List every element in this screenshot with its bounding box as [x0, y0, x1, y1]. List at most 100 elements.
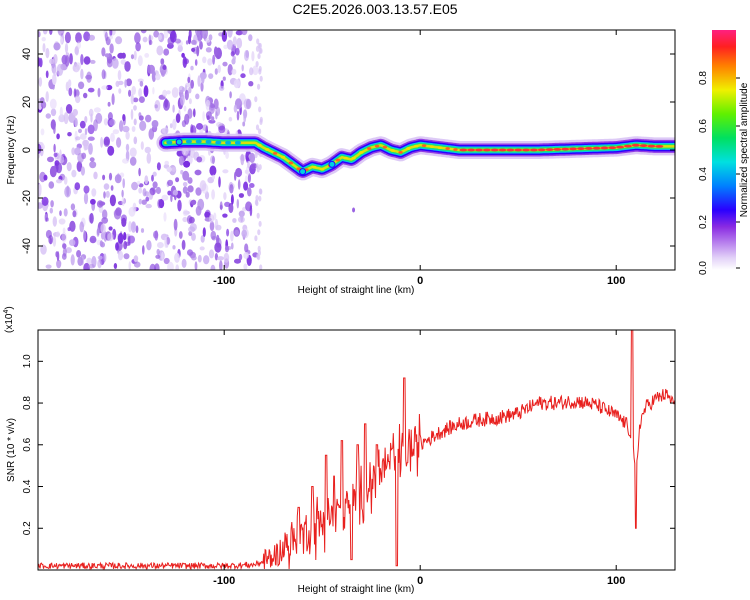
- noise-speckle: [79, 221, 84, 233]
- ridge-peak-blob: [514, 148, 523, 152]
- noise-speckle: [172, 245, 176, 250]
- noise-speckle: [78, 128, 82, 134]
- noise-speckle: [218, 125, 226, 134]
- noise-speckle: [191, 47, 196, 53]
- noise-speckle: [153, 30, 160, 38]
- noise-speckle: [59, 106, 63, 118]
- noise-speckle: [104, 31, 108, 42]
- noise-speckle: [76, 250, 82, 258]
- noise-speckle: [83, 192, 89, 205]
- noise-speckle: [111, 93, 115, 106]
- noise-speckle: [183, 105, 187, 112]
- noise-speckle: [122, 125, 130, 133]
- ridge-peak-blob: [584, 147, 593, 150]
- noise-speckle: [53, 54, 58, 65]
- noise-speckle: [38, 57, 41, 67]
- noise-speckle: [99, 240, 103, 247]
- ridge-peak-blob: [351, 156, 356, 160]
- noise-speckle: [236, 37, 243, 49]
- noise-speckle: [187, 108, 193, 119]
- y-tick-label: -20: [21, 190, 33, 206]
- noise-speckle: [72, 63, 80, 73]
- noise-speckle: [110, 132, 115, 142]
- noise-speckle: [45, 217, 49, 222]
- noise-speckle: [258, 42, 262, 49]
- y-tick-label: 0.2: [22, 521, 33, 535]
- noise-speckle: [49, 165, 57, 178]
- noise-speckle: [133, 261, 141, 268]
- noise-speckle: [223, 252, 230, 263]
- noise-speckle: [258, 68, 262, 75]
- noise-speckle: [101, 85, 108, 90]
- noise-speckle: [213, 46, 218, 57]
- noise-speckle: [53, 42, 61, 51]
- ridge-peak-blob: [398, 151, 403, 154]
- noise-speckle: [182, 182, 188, 187]
- noise-speckle: [61, 232, 67, 243]
- ridge-peak-blob: [312, 165, 317, 169]
- noise-speckle: [240, 73, 246, 79]
- noise-speckle: [72, 210, 77, 218]
- noise-speckle: [131, 85, 136, 95]
- snr-panel: 0.2 0.4 0.6 0.8 1.0 -100 0 100 (x104) SNR (10 …: [3, 306, 676, 595]
- noise-speckle: [42, 43, 46, 53]
- ridge-peak-blob: [631, 143, 640, 147]
- noise-speckle: [191, 199, 197, 205]
- noise-speckle: [217, 64, 221, 74]
- noise-speckle: [194, 59, 198, 66]
- noise-speckle: [240, 153, 245, 166]
- noise-speckle: [41, 37, 46, 42]
- noise-speckle: [250, 162, 257, 169]
- noise-speckle: [145, 196, 150, 202]
- noise-speckle: [169, 123, 173, 129]
- snr-line: [38, 330, 675, 570]
- ridge-peak-blob: [522, 148, 531, 152]
- noise-speckle: [107, 112, 113, 121]
- ridge-peak-blob: [320, 167, 325, 171]
- noise-speckle: [249, 205, 253, 217]
- noise-speckle: [125, 131, 130, 140]
- noise-speckle: [49, 30, 53, 35]
- noise-speckle: [67, 132, 72, 137]
- noise-speckle: [259, 264, 263, 270]
- noise-speckle: [207, 58, 213, 66]
- noise-speckle: [89, 161, 97, 169]
- noise-speckle: [122, 114, 126, 126]
- noise-speckle: [209, 102, 215, 115]
- noise-speckle: [42, 30, 48, 35]
- noise-speckle: [64, 55, 70, 67]
- noise-speckle: [255, 163, 259, 170]
- noise-speckle: [90, 198, 96, 205]
- noise-speckle: [123, 232, 127, 241]
- noise-speckle: [65, 104, 73, 114]
- noise-speckle: [38, 202, 43, 209]
- noise-speckle: [96, 200, 104, 208]
- ridge-blob: [185, 139, 192, 144]
- snr-scale-label: (x104): [3, 306, 15, 333]
- noise-speckle: [146, 152, 152, 164]
- noise-speckle: [222, 61, 228, 67]
- noise-speckle: [241, 30, 248, 36]
- noise-speckle: [79, 120, 86, 129]
- noise-speckle: [166, 90, 171, 95]
- ridge-knot: [175, 138, 183, 146]
- noise-speckle: [247, 160, 250, 169]
- noise-speckle: [53, 143, 56, 153]
- noise-speckle: [62, 227, 66, 234]
- noise-speckle: [202, 56, 207, 64]
- noise-speckle: [185, 82, 191, 88]
- noise-speckle: [238, 253, 243, 261]
- noise-speckle: [177, 199, 182, 212]
- noise-speckle: [115, 207, 122, 216]
- noise-speckle: [180, 93, 185, 100]
- noise-speckle: [171, 87, 179, 98]
- noise-speckle: [218, 85, 225, 91]
- noise-speckle: [205, 111, 212, 120]
- noise-speckle: [88, 263, 95, 269]
- noise-speckle: [108, 35, 113, 40]
- noise-speckle: [50, 108, 57, 117]
- noise-speckle: [236, 110, 240, 121]
- ridge-peak-blob: [569, 147, 578, 151]
- ridge-peak-blob: [529, 148, 538, 152]
- snr-y-ticks: 0.2 0.4 0.6 0.8 1.0: [22, 354, 675, 535]
